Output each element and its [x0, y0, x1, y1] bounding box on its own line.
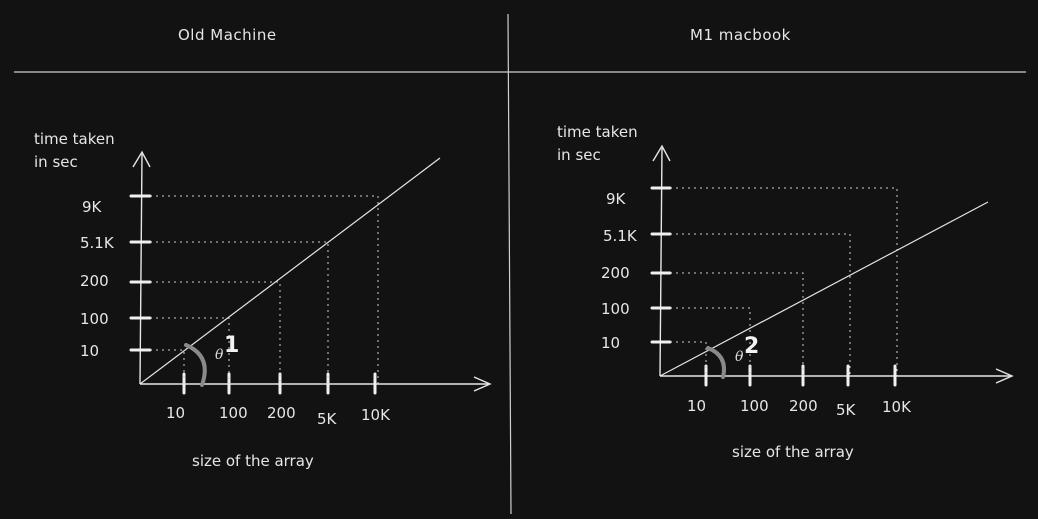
- x-tick-label: 10: [687, 397, 706, 415]
- y-axis-arrowhead: [652, 144, 671, 162]
- marker-number: 2: [744, 334, 759, 359]
- x-tick-label: 10K: [361, 406, 391, 424]
- y-tick-label: 5.1K: [603, 227, 638, 245]
- y-axis-label-line2: in sec: [34, 153, 78, 171]
- x-tick-label: 200: [267, 404, 296, 422]
- x-tick-label: 10: [166, 404, 185, 422]
- x-tick-label: 100: [740, 397, 769, 415]
- marker-number: 1: [224, 333, 239, 358]
- y-axis-label-line1: time taken: [557, 123, 638, 141]
- y-axis-arrowhead: [132, 150, 151, 168]
- x-axis-arrowhead: [473, 376, 492, 392]
- x-tick-label: 5K: [836, 401, 857, 419]
- vertical-divider: [507, 13, 512, 515]
- x-tick-label: 5K: [317, 410, 338, 428]
- x-axis-arrowhead: [995, 368, 1014, 384]
- y-axis-label-line1: time taken: [34, 130, 115, 148]
- y-tick-label: 9K: [606, 190, 627, 208]
- guide-lines: [670, 187, 898, 376]
- y-tick-label: 5.1K: [80, 234, 115, 252]
- x-axis-label: size of the array: [732, 443, 854, 461]
- growth-line: [139, 157, 441, 385]
- y-tick-label: 200: [601, 264, 630, 282]
- y-tick-label: 100: [80, 310, 109, 328]
- angle-arc: [706, 346, 726, 379]
- x-tick-label: 200: [789, 397, 818, 415]
- graph-m1-macbook: time taken in sec 9K 5.1K 200 100 10 10 …: [557, 123, 1014, 461]
- x-tick-label: 10K: [882, 398, 912, 416]
- y-axis-label-line2: in sec: [557, 146, 601, 164]
- y-axis: [659, 147, 663, 377]
- panel-title-old-machine: Old Machine: [178, 26, 277, 44]
- theta-symbol: θ: [215, 347, 224, 363]
- y-tick-label: 10: [601, 334, 620, 352]
- theta-symbol: θ: [735, 349, 744, 365]
- angle-arc: [184, 343, 207, 387]
- y-tick-label: 200: [80, 272, 109, 290]
- y-tick-label: 10: [80, 342, 99, 360]
- y-tick-label: 100: [601, 300, 630, 318]
- guide-lines: [150, 195, 379, 384]
- growth-line: [659, 201, 989, 377]
- y-tick-label: 9K: [82, 198, 103, 216]
- x-tick-label: 100: [219, 404, 248, 422]
- y-axis: [139, 153, 143, 385]
- panel-title-m1-macbook: M1 macbook: [690, 26, 791, 44]
- graph-old-machine: time taken in sec 9K 5.1K 200 100 10 10 …: [34, 130, 492, 470]
- x-axis-label: size of the array: [192, 452, 314, 470]
